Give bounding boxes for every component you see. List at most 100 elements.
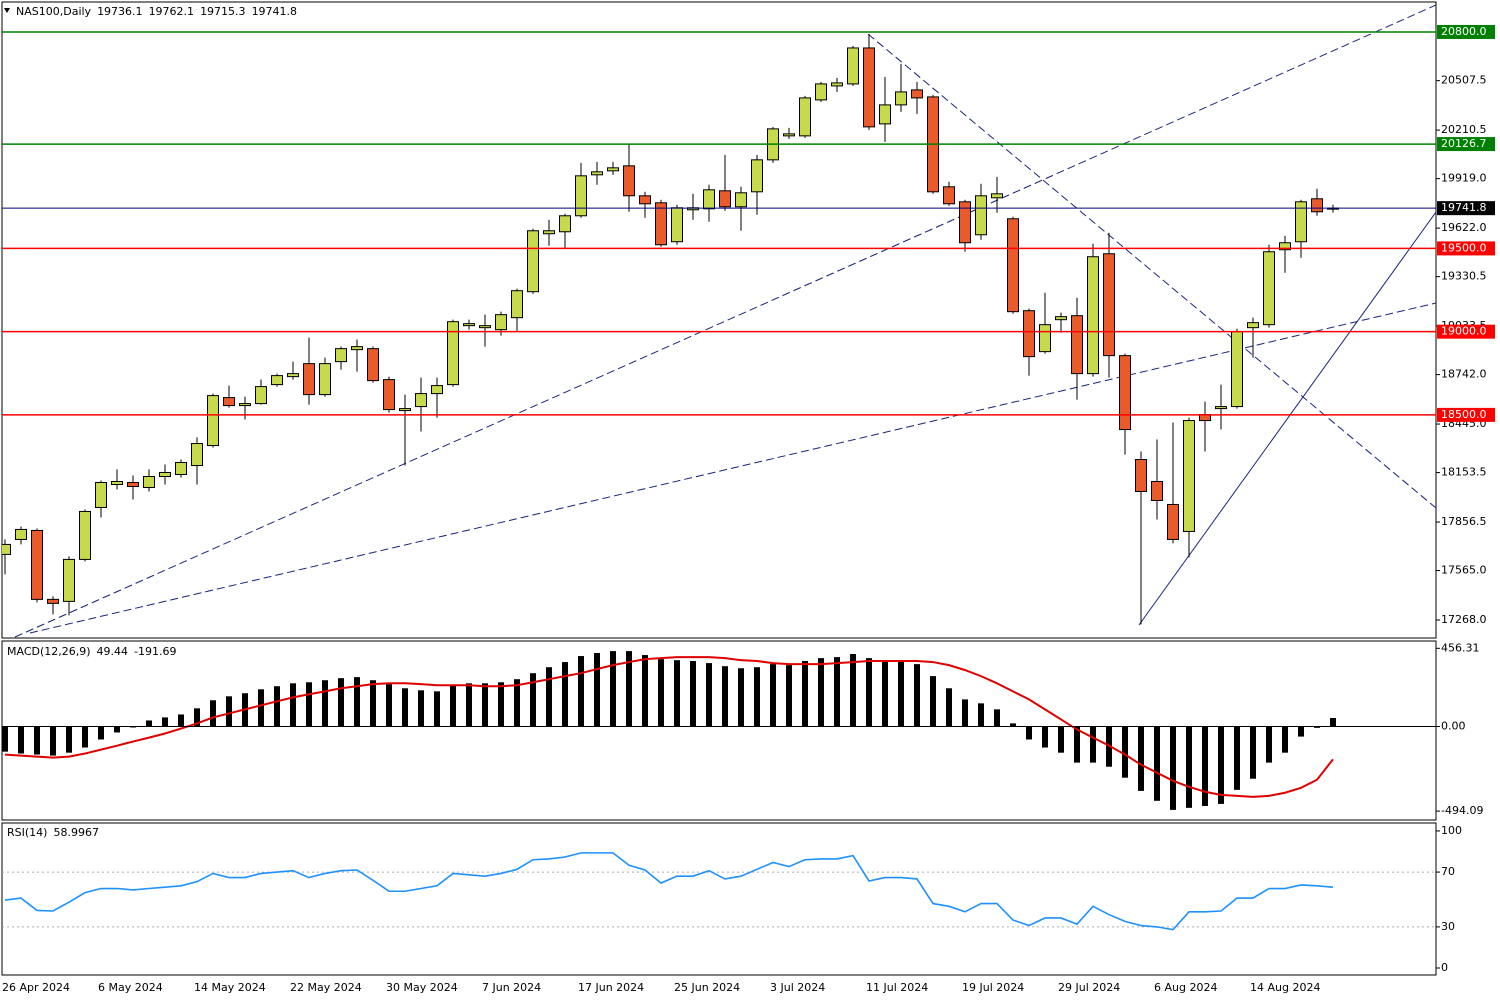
candle-body	[95, 481, 107, 508]
candle-body	[959, 201, 971, 244]
macd-bar	[210, 700, 216, 727]
macd-bar	[674, 660, 680, 727]
macd-bar	[1186, 726, 1192, 808]
header-value: -191.69	[134, 645, 176, 658]
candle-body	[479, 325, 491, 329]
header-value: RSI(14)	[7, 826, 47, 839]
macd-bar	[834, 657, 840, 727]
macd-bar	[866, 658, 872, 727]
candle-body	[1311, 198, 1323, 213]
candle-body	[415, 393, 427, 408]
macd-bar	[1314, 726, 1320, 728]
x-tick-label: 29 Jul 2024	[1058, 981, 1120, 994]
macd-bar	[306, 682, 312, 727]
macd-bar	[1330, 718, 1336, 727]
macd-bar	[530, 673, 536, 727]
macd-bar	[466, 683, 472, 727]
macd-bar	[994, 709, 1000, 727]
candle-body	[271, 375, 283, 386]
macd-bar	[706, 663, 712, 727]
level-label: 18500.0	[1441, 408, 1487, 421]
macd-bar	[754, 667, 760, 727]
macd-bar	[802, 661, 808, 727]
candle-body	[1087, 256, 1099, 375]
price-label: 19741.8	[1441, 201, 1487, 214]
macd-bar	[658, 659, 664, 727]
x-tick-label: 14 May 2024	[194, 981, 266, 994]
y-tick-label: 19622.0	[1441, 221, 1487, 234]
macd-bar	[1010, 723, 1016, 727]
candle-body	[287, 373, 299, 378]
macd-bar	[626, 651, 632, 727]
candle-body	[63, 558, 75, 602]
candle-body	[1071, 315, 1083, 375]
macd-bar	[898, 661, 904, 727]
candle-body	[239, 403, 251, 407]
macd-bar	[1298, 726, 1304, 737]
candle-body	[1023, 310, 1035, 358]
macd-bar	[18, 726, 24, 754]
y-tick-label: 20210.5	[1441, 123, 1487, 136]
macd-bar	[2, 726, 8, 752]
y-tick-label: 18742.0	[1441, 368, 1487, 381]
level-label-box	[1437, 407, 1495, 422]
candle-body	[703, 189, 715, 210]
y-tick-label: 0	[1441, 961, 1448, 974]
candle-body	[367, 348, 379, 382]
macd-bar	[1138, 726, 1144, 791]
macd-bar	[722, 666, 728, 727]
x-tick-label: 19 Jul 2024	[962, 981, 1024, 994]
macd-bar	[1122, 726, 1128, 778]
macd-bar	[370, 680, 376, 727]
candle-body	[111, 480, 123, 485]
x-tick-label: 30 May 2024	[386, 981, 458, 994]
candle-body	[1007, 218, 1019, 313]
candle-body	[895, 91, 907, 106]
macd-bar	[322, 680, 328, 727]
macd-bar	[50, 726, 56, 756]
macd-bar	[482, 683, 488, 727]
level-label: 19000.0	[1441, 325, 1487, 338]
macd-bar	[338, 678, 344, 727]
candle-body	[1183, 420, 1195, 532]
candle-body	[79, 510, 91, 560]
macd-bar	[578, 656, 584, 727]
candle-body	[975, 195, 987, 236]
candle-body	[1167, 503, 1179, 540]
y-tick-label: 456.31	[1441, 641, 1480, 654]
header-value: NAS100,Daily	[16, 5, 92, 18]
macd-bar	[418, 690, 424, 727]
candle-body	[719, 190, 731, 208]
macd-bar	[258, 689, 264, 727]
candle-body	[671, 207, 683, 243]
price-label-box	[1437, 201, 1495, 216]
y-tick-label: 17856.5	[1441, 515, 1487, 528]
macd-bar	[146, 720, 152, 727]
candle-body	[559, 215, 571, 233]
x-tick-label: 7 Jun 2024	[482, 981, 541, 994]
trend-line	[867, 33, 1436, 509]
macd-bar	[226, 696, 232, 727]
macd-bar	[66, 726, 72, 753]
macd-bar	[1170, 726, 1176, 810]
candle-body	[463, 323, 475, 327]
candle-body	[335, 348, 347, 363]
candle-body	[655, 202, 667, 246]
x-tick-label: 14 Aug 2024	[1250, 981, 1320, 994]
macd-bar	[178, 714, 184, 727]
candle-body	[47, 598, 59, 604]
candle-body	[383, 379, 395, 411]
macd-bar	[34, 726, 40, 755]
header-value: 49.44	[97, 645, 129, 658]
signal-line	[4, 656, 1334, 798]
header-value: 19762.1	[149, 5, 195, 18]
macd-bar	[850, 654, 856, 727]
candle-body	[15, 528, 27, 540]
header-value: MACD(12,26,9)	[7, 645, 91, 658]
candle-body	[863, 47, 875, 128]
macd-bar	[162, 717, 168, 727]
level-label-box	[1437, 324, 1495, 339]
x-tick-label: 6 Aug 2024	[1154, 981, 1217, 994]
candle-body	[191, 443, 203, 467]
